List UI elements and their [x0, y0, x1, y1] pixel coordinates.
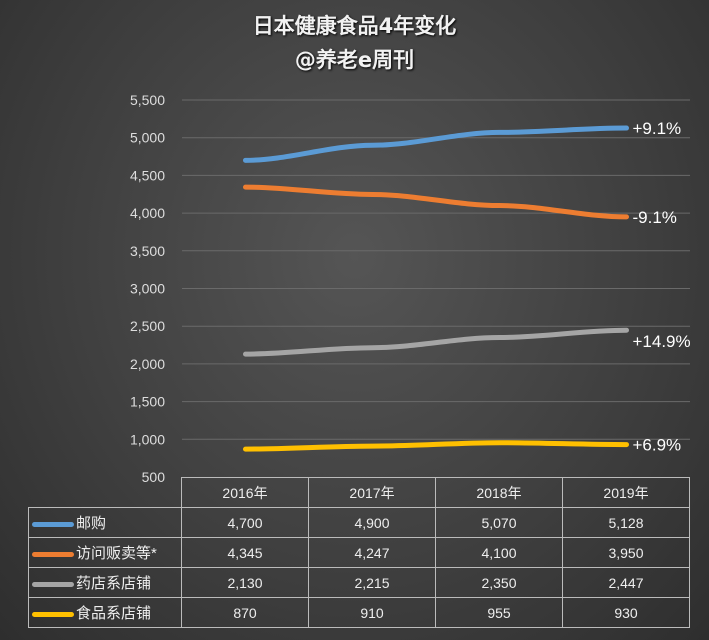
data-cell: 2,215 [308, 567, 436, 598]
category-label: 2019年 [562, 477, 690, 508]
y-tick-label: 1,500 [130, 394, 165, 410]
data-cell: 4,345 [181, 537, 309, 568]
y-tick-label: 4,500 [130, 167, 165, 183]
series-line [243, 125, 629, 163]
data-cell: 930 [562, 597, 690, 628]
y-tick-label: 3,000 [130, 281, 165, 297]
y-tick-label: 1,000 [130, 431, 165, 447]
data-cell: 2,350 [435, 567, 563, 598]
series-name: 食品系店铺 [76, 605, 152, 622]
legend-swatch [32, 551, 74, 557]
data-cell: 2,447 [562, 567, 690, 598]
data-cell: 2,130 [181, 567, 309, 598]
table-row: 药店系店铺 2,130 2,215 2,350 2,447 [28, 567, 690, 598]
data-cell: 3,950 [562, 537, 690, 568]
change-label: -9.1% [633, 208, 677, 227]
series-line [243, 327, 629, 357]
y-tick-label: 5,000 [130, 130, 165, 146]
data-cell: 5,128 [562, 507, 690, 538]
series-name: 药店系店铺 [76, 575, 152, 592]
chart-subtitle: @养老e周刊 [294, 48, 415, 72]
y-tick-label: 3,500 [130, 243, 165, 259]
series-line [243, 440, 629, 452]
series-line [243, 184, 629, 220]
category-label: 2018年 [435, 477, 563, 508]
legend-entry: 邮购 [28, 507, 182, 538]
data-cell: 4,700 [181, 507, 309, 538]
legend-entry: 食品系店铺 [28, 597, 182, 628]
table-row: 食品系店铺 870 910 955 930 [28, 597, 690, 628]
legend-entry: 访问贩卖等* [28, 537, 182, 568]
change-label: +6.9% [633, 436, 682, 455]
table-row: 邮购 4,700 4,900 5,070 5,128 [28, 507, 690, 538]
data-cell: 4,247 [308, 537, 436, 568]
y-tick-label: 4,000 [130, 205, 165, 221]
legend-swatch [32, 581, 74, 587]
table-row: 访问贩卖等* 4,345 4,247 4,100 3,950 [28, 537, 690, 568]
category-label: 2016年 [181, 477, 309, 508]
data-cell: 5,070 [435, 507, 563, 538]
chart-title: 日本健康食品4年变化 [252, 14, 457, 38]
series-name: 访问贩卖等* [76, 545, 157, 562]
change-label: +14.9% [633, 332, 691, 351]
data-table: 2016年 2017年 2018年 2019年邮购 4,700 4,900 5,070 5,1… [28, 477, 690, 628]
data-cell: 4,100 [435, 537, 563, 568]
data-cell: 910 [308, 597, 436, 628]
y-tick-label: 2,000 [130, 356, 165, 372]
legend-swatch [32, 521, 74, 527]
change-label: +9.1% [633, 119, 682, 138]
series-name: 邮购 [76, 515, 107, 532]
data-cell: 870 [181, 597, 309, 628]
y-tick-label: 2,500 [130, 318, 165, 334]
legend-entry: 药店系店铺 [28, 567, 182, 598]
data-cell: 4,900 [308, 507, 436, 538]
table-corner [28, 477, 182, 508]
category-label: 2017年 [308, 477, 436, 508]
y-tick-label: 5,500 [130, 92, 165, 108]
legend-swatch [32, 611, 74, 617]
data-cell: 955 [435, 597, 563, 628]
